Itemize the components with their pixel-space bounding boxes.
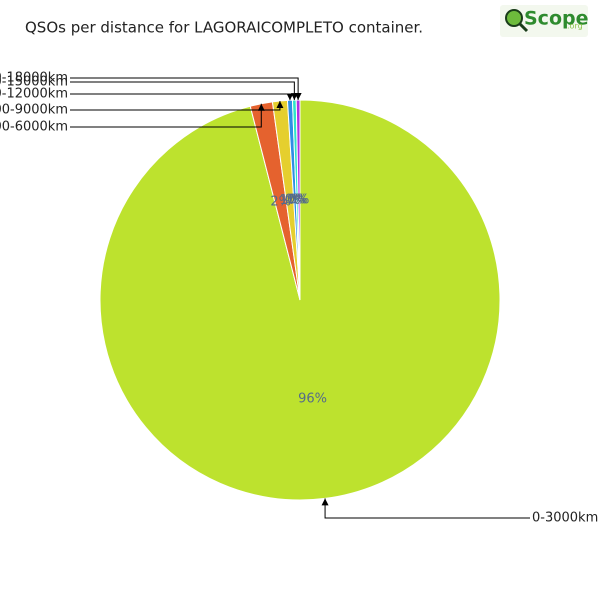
slice-label: 6000-9000km — [0, 103, 68, 118]
slice-percent: 0% — [287, 193, 308, 208]
leader-line — [70, 77, 302, 101]
chart-title: QSOs per distance for LAGORAICOMPLETO co… — [25, 19, 423, 37]
slice-percent: 2% — [270, 194, 291, 209]
leader-line — [70, 101, 284, 111]
logo-suffix: .org — [567, 22, 583, 31]
logo-text: Scope — [524, 8, 589, 30]
slice-label: 0-3000km — [532, 511, 598, 526]
logo: Scope .org — [500, 5, 589, 37]
slice-label: 9000-12000km — [0, 87, 68, 102]
slice-percent: 0% — [289, 193, 310, 208]
slice-percent: 1% — [280, 193, 301, 208]
pie: 96% 0-3000km 2% 3000-6000km 1% 6000-9000km 0% 9… — [0, 71, 598, 526]
leader-line — [70, 81, 298, 101]
slice-percent: 96% — [298, 392, 327, 407]
leader-line — [70, 103, 265, 128]
slice-label: 15000-18000km — [0, 71, 68, 86]
slice-percent: 0% — [285, 193, 306, 208]
leader-line — [321, 498, 530, 519]
leader-line — [70, 93, 294, 101]
slice-label: 3000-6000km — [0, 120, 68, 135]
logo-box — [500, 5, 588, 37]
logo-handle — [518, 22, 529, 33]
logo-glass — [505, 9, 523, 27]
slice-label: 12000-15000km — [0, 75, 68, 90]
